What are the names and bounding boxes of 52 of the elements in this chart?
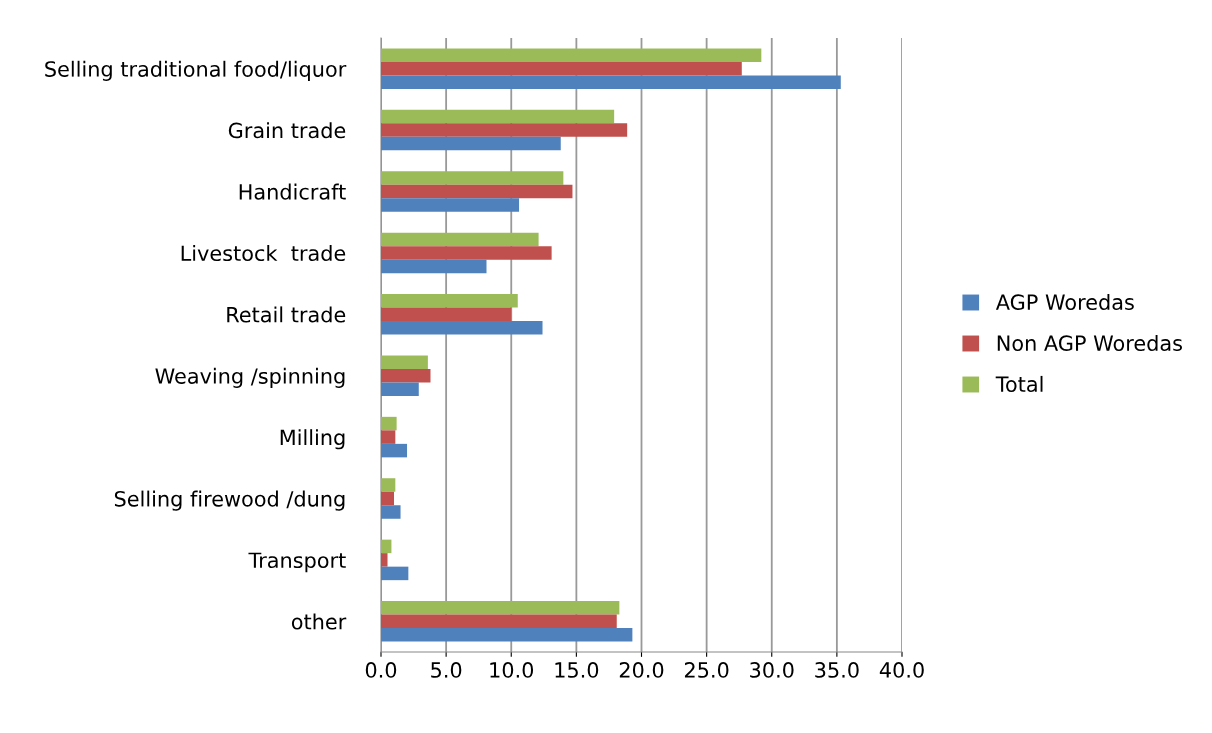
bar — [381, 382, 419, 396]
bar — [381, 321, 543, 335]
x-tick-label: 10.0 — [490, 662, 534, 678]
y-tick-label: Selling firewood /dung — [114, 490, 345, 511]
y-tick-label: other — [291, 613, 347, 630]
bar — [381, 307, 512, 322]
bar — [381, 539, 392, 554]
bar — [381, 566, 409, 581]
y-tick-label: Retail trade — [227, 306, 346, 323]
bar — [381, 246, 552, 260]
y-tick-label: Livestock trade — [181, 244, 346, 262]
bar — [381, 443, 408, 458]
bar — [381, 61, 742, 76]
bar — [381, 553, 388, 567]
bar — [381, 184, 573, 199]
x-tick-label: 35.0 — [815, 662, 859, 678]
bar — [381, 614, 617, 629]
x-tick-label: 20.0 — [619, 662, 664, 678]
bar — [381, 505, 401, 519]
x-tick-label: 25.0 — [684, 662, 729, 678]
bar — [381, 491, 395, 506]
legend-label: Total — [995, 375, 1043, 393]
x-tick-label: 5.0 — [431, 662, 462, 678]
bar — [381, 368, 431, 383]
bar — [381, 171, 564, 185]
y-tick-label: Grain trade — [228, 122, 346, 139]
bar — [381, 294, 518, 308]
y-tick-label: Milling — [280, 429, 345, 450]
bar — [381, 198, 520, 212]
legend-label: AGP Woredas — [995, 293, 1134, 311]
bar — [381, 628, 633, 642]
bar — [381, 355, 428, 369]
bar — [381, 48, 762, 62]
y-tick-label: Weaving /spinning — [155, 367, 345, 388]
x-tick-label: 30.0 — [750, 662, 794, 678]
x-tick-label: 15.0 — [555, 662, 599, 678]
bar — [381, 75, 841, 89]
bar — [381, 430, 396, 444]
bar — [381, 232, 539, 247]
y-tick-label: Transport — [248, 552, 346, 573]
legend-label: Non AGP Woredas — [997, 334, 1182, 352]
bar — [381, 601, 620, 615]
bar — [381, 123, 628, 137]
bar — [381, 136, 561, 151]
bar — [381, 259, 487, 274]
y-tick-label: Handicraft — [239, 183, 346, 200]
x-tick-label: 40.0 — [879, 662, 924, 678]
y-tick-label: Selling traditional food/liquor — [45, 60, 347, 81]
bar — [381, 109, 615, 124]
bar — [381, 416, 397, 431]
x-tick-label: 0.0 — [365, 662, 397, 678]
bar — [381, 478, 396, 492]
